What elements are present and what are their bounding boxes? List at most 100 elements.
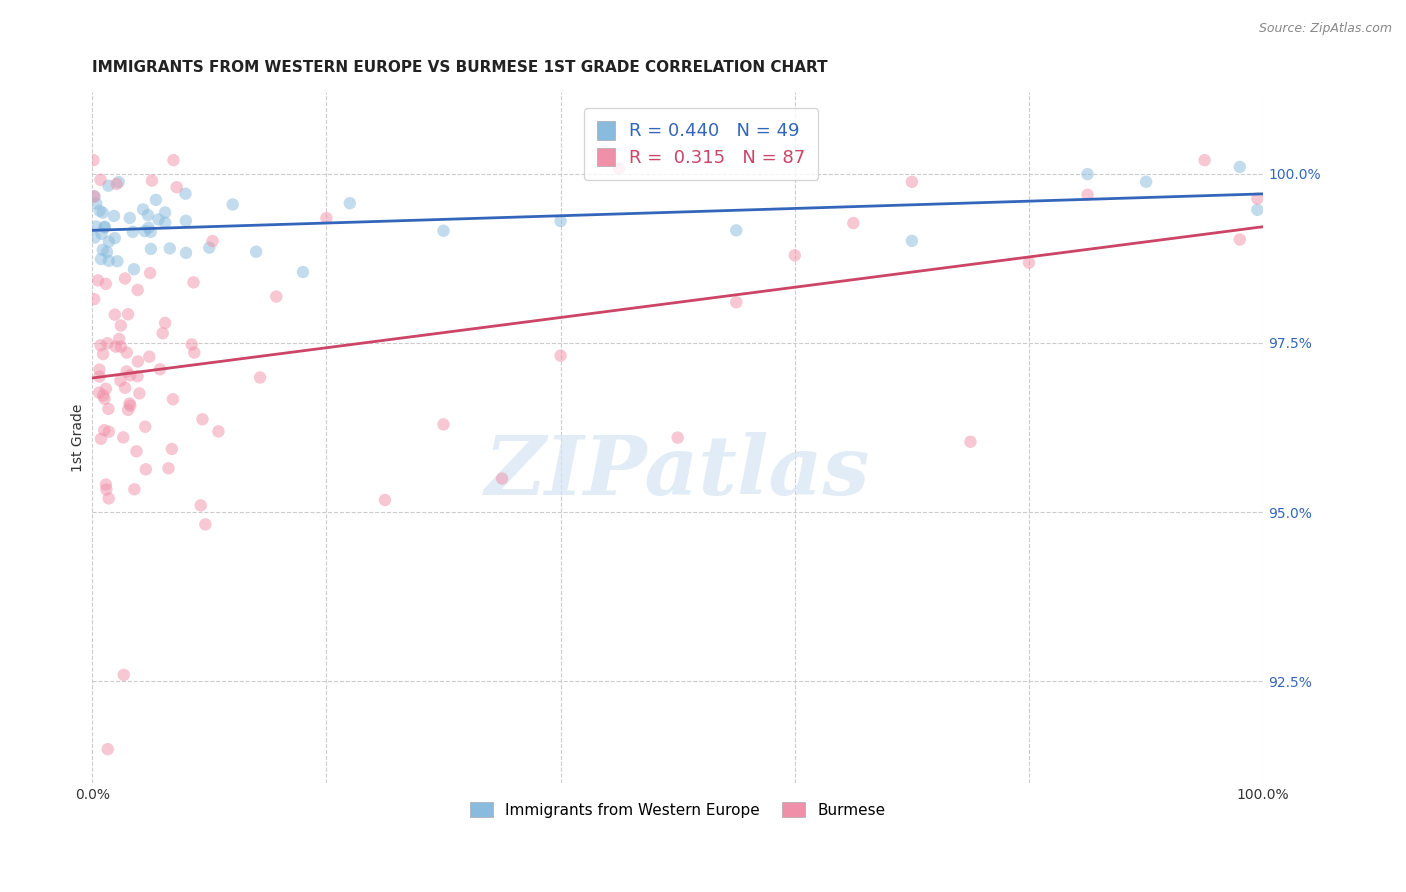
Point — [104, 231, 127, 245]
Point — [374, 493, 396, 508]
Point — [191, 412, 214, 426]
Point — [432, 224, 454, 238]
Point — [84, 196, 107, 211]
Point — [97, 178, 120, 193]
Point — [157, 461, 180, 475]
Point — [139, 225, 162, 239]
Point — [339, 196, 361, 211]
Point — [127, 369, 149, 384]
Point — [90, 338, 112, 352]
Text: IMMIGRANTS FROM WESTERN EUROPE VS BURMESE 1ST GRADE CORRELATION CHART: IMMIGRANTS FROM WESTERN EUROPE VS BURMES… — [93, 60, 828, 75]
Point — [166, 180, 188, 194]
Point — [114, 381, 136, 395]
Point — [174, 245, 197, 260]
Point — [104, 340, 127, 354]
Point — [183, 275, 205, 289]
Point — [105, 177, 128, 191]
Point — [183, 345, 205, 359]
Point — [83, 189, 105, 203]
Point — [91, 388, 114, 402]
Point — [97, 491, 120, 506]
Point — [432, 417, 454, 432]
Point — [96, 245, 118, 260]
Point — [245, 244, 267, 259]
Y-axis label: 1st Grade: 1st Grade — [72, 403, 86, 472]
Point — [190, 499, 212, 513]
Point — [1246, 202, 1268, 217]
Point — [153, 316, 176, 330]
Point — [139, 242, 162, 256]
Point — [198, 241, 221, 255]
Point — [93, 423, 115, 437]
Point — [162, 153, 184, 168]
Point — [162, 392, 184, 407]
Point — [94, 382, 117, 396]
Point — [201, 234, 224, 248]
Point — [134, 224, 156, 238]
Point — [134, 419, 156, 434]
Point — [491, 471, 513, 485]
Point — [117, 307, 139, 321]
Point — [1246, 192, 1268, 206]
Point — [125, 444, 148, 458]
Point — [842, 216, 865, 230]
Point — [108, 332, 131, 346]
Point — [725, 223, 748, 237]
Point — [783, 248, 806, 262]
Point — [207, 425, 229, 439]
Point — [159, 241, 181, 255]
Point — [82, 153, 104, 168]
Text: ZIPatlas: ZIPatlas — [485, 433, 870, 512]
Point — [110, 318, 132, 333]
Point — [124, 483, 146, 497]
Point — [97, 742, 120, 756]
Point — [152, 326, 174, 341]
Point — [83, 230, 105, 244]
Point — [90, 432, 112, 446]
Point — [91, 347, 114, 361]
Point — [112, 668, 135, 682]
Point — [118, 396, 141, 410]
Point — [1135, 175, 1157, 189]
Point — [97, 253, 120, 268]
Point — [959, 434, 981, 449]
Point — [90, 227, 112, 241]
Point — [153, 216, 176, 230]
Point — [114, 271, 136, 285]
Point — [121, 225, 143, 239]
Point — [93, 219, 115, 234]
Legend: Immigrants from Western Europe, Burmese: Immigrants from Western Europe, Burmese — [464, 796, 891, 823]
Point — [83, 292, 105, 306]
Point — [97, 401, 120, 416]
Point — [96, 336, 118, 351]
Point — [89, 173, 111, 187]
Point — [93, 220, 115, 235]
Point — [550, 349, 572, 363]
Point — [117, 403, 139, 417]
Point — [96, 483, 118, 497]
Point — [118, 211, 141, 225]
Point — [94, 277, 117, 291]
Text: Source: ZipAtlas.com: Source: ZipAtlas.com — [1258, 22, 1392, 36]
Point — [89, 203, 111, 218]
Point — [135, 462, 157, 476]
Point — [174, 214, 197, 228]
Point — [105, 254, 128, 268]
Point — [104, 308, 127, 322]
Point — [84, 219, 107, 234]
Point — [249, 370, 271, 384]
Point — [91, 205, 114, 219]
Point — [127, 283, 149, 297]
Point — [120, 399, 142, 413]
Point — [725, 295, 748, 310]
Point — [128, 386, 150, 401]
Point — [1077, 187, 1099, 202]
Point — [87, 273, 110, 287]
Point — [1229, 160, 1251, 174]
Point — [87, 385, 110, 400]
Point — [607, 161, 630, 176]
Point — [266, 289, 288, 303]
Point — [901, 234, 924, 248]
Point — [136, 208, 159, 222]
Point — [1229, 233, 1251, 247]
